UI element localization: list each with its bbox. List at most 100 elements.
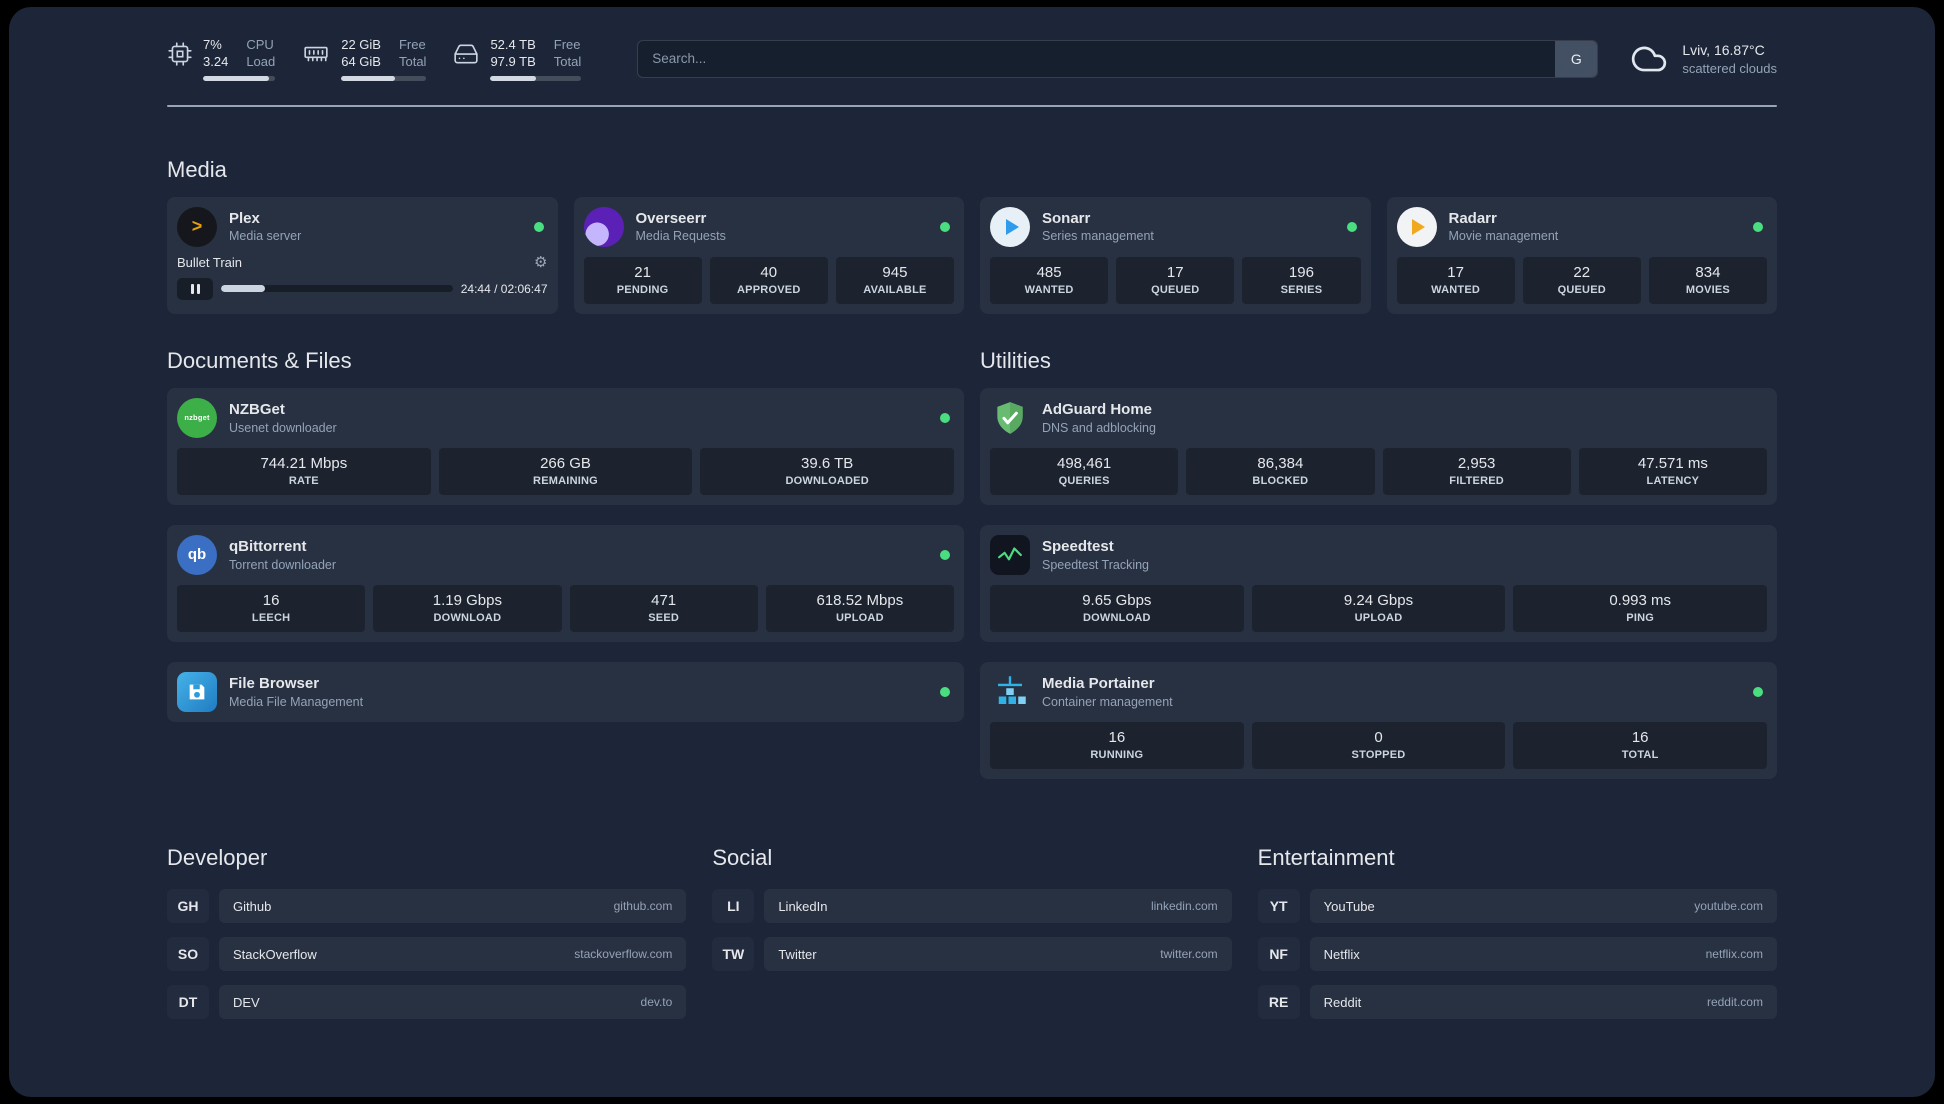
- service-description: Series management: [1042, 229, 1154, 244]
- bookmark-linkedin[interactable]: LI LinkedIn linkedin.com: [712, 889, 1232, 924]
- bookmark-abbr: TW: [712, 937, 754, 971]
- disk-free-label: Free: [553, 37, 581, 52]
- seek-bar[interactable]: [221, 285, 453, 293]
- cpu-usage-value: 7%: [203, 37, 222, 52]
- cloud-icon: [1632, 46, 1667, 72]
- stat-tile: 86,384 BLOCKED: [1186, 447, 1375, 495]
- service-card-plex[interactable]: > Plex Media server Bullet Train ⚙: [167, 196, 558, 314]
- stat-tile: 618.52 Mbps UPLOAD: [765, 584, 954, 633]
- bookmark-abbr: LI: [712, 889, 754, 923]
- stat-tile: 0 STOPPED: [1251, 722, 1506, 770]
- disk-free-value: 52.4 TB: [490, 37, 536, 52]
- status-dot: [940, 687, 950, 698]
- bookmark-name: YouTube: [1323, 898, 1375, 914]
- memory-total-label: Total: [398, 53, 427, 69]
- bookmark-domain: linkedin.com: [1150, 899, 1218, 914]
- service-name: Speedtest: [1042, 538, 1114, 556]
- disk-icon: [454, 44, 479, 64]
- stat-tile: 9.65 Gbps DOWNLOAD: [990, 584, 1244, 633]
- stat-tile: 16 LEECH: [177, 584, 366, 633]
- cpu-label: CPU: [246, 37, 274, 52]
- bookmark-netflix[interactable]: NF Netflix netflix.com: [1258, 937, 1777, 972]
- weather-condition: scattered clouds: [1682, 60, 1777, 76]
- stat-tile: 9.24 Gbps UPLOAD: [1251, 584, 1506, 633]
- plex-icon: >: [177, 206, 217, 247]
- memory-free-value: 22 GiB: [341, 37, 381, 52]
- gear-icon[interactable]: ⚙: [534, 253, 548, 271]
- bookmark-abbr: DT: [167, 985, 209, 1019]
- weather-widget: Lviv, 16.87°C scattered clouds: [1628, 40, 1777, 78]
- disk-progress-bar: [490, 75, 582, 81]
- nzbget-icon: nzbget: [177, 397, 217, 438]
- stat-tile: 945 AVAILABLE: [835, 256, 955, 304]
- stat-tile: 196 SERIES: [1242, 256, 1361, 304]
- status-dot: [533, 221, 544, 232]
- stat-tile: 471 SEED: [569, 584, 758, 633]
- service-card-speedtest[interactable]: Speedtest Speedtest Tracking 9.65 Gbps DO…: [980, 524, 1777, 643]
- service-description: DNS and adblocking: [1042, 420, 1156, 435]
- top-bar: 7% 3.24 CPU Load: [167, 37, 1777, 81]
- bookmark-domain: reddit.com: [1706, 995, 1763, 1010]
- search-input[interactable]: [637, 39, 1599, 78]
- stat-tile: 17 QUEUED: [1116, 256, 1235, 304]
- bookmark-dev[interactable]: DT DEV dev.to: [167, 985, 687, 1020]
- service-card-adguard[interactable]: AdGuard Home DNS and adblocking 498,461 Q…: [980, 387, 1777, 505]
- status-dot: [1346, 221, 1357, 232]
- service-card-nzbget[interactable]: nzbget NZBGet Usenet downloader 744.21 M…: [167, 387, 964, 505]
- service-name: Media Portainer: [1042, 675, 1155, 693]
- service-card-sonarr[interactable]: Sonarr Series management 485 WANTED 17 QUE…: [980, 196, 1371, 314]
- stat-tile: 1.19 Gbps DOWNLOAD: [373, 584, 562, 633]
- cpu-widget: 7% 3.24 CPU Load: [167, 37, 276, 81]
- adguard-icon: [990, 398, 1030, 438]
- service-card-qbittorrent[interactable]: qb qBittorrent Torrent downloader 16 LEEC…: [167, 524, 964, 643]
- pause-button[interactable]: [177, 277, 213, 300]
- bookmark-twitter[interactable]: TW Twitter twitter.com: [712, 937, 1232, 972]
- bookmark-youtube[interactable]: YT YouTube youtube.com: [1258, 889, 1777, 924]
- plex-now-playing: Bullet Train ⚙ 24:44 / 02:06:47: [177, 255, 548, 300]
- bookmark-domain: github.com: [613, 899, 673, 914]
- stat-tile: 834 MOVIES: [1648, 256, 1768, 304]
- bookmark-abbr: SO: [167, 937, 209, 971]
- playback-time: 24:44 / 02:06:47: [460, 281, 548, 296]
- service-card-filebrowser[interactable]: File Browser Media File Management: [167, 662, 964, 723]
- service-description: Media server: [229, 229, 302, 244]
- service-card-radarr[interactable]: Radarr Movie management 17 WANTED 22 QUEUE…: [1386, 196, 1777, 314]
- service-description: Usenet downloader: [229, 420, 337, 435]
- disk-widget: 52.4 TB 97.9 TB Free Total: [452, 37, 582, 81]
- bookmark-domain: twitter.com: [1160, 947, 1218, 962]
- stat-tile: 2,953 FILTERED: [1382, 447, 1571, 495]
- utilities-column: Utilities AdGuard Home DNS and adblockin…: [980, 348, 1777, 780]
- bookmark-github[interactable]: GH Github github.com: [167, 889, 687, 924]
- bookmark-stackoverflow[interactable]: SO StackOverflow stackoverflow.com: [167, 937, 687, 972]
- stat-tile: 744.21 Mbps RATE: [177, 447, 431, 495]
- service-card-overseerr[interactable]: Overseerr Media Requests 21 PENDING 40 APP…: [573, 196, 964, 314]
- filebrowser-icon: [177, 672, 217, 713]
- memory-widget: 22 GiB 64 GiB Free Total: [301, 37, 427, 81]
- stat-tile: 40 APPROVED: [709, 256, 828, 304]
- bookmark-name: Github: [233, 898, 272, 914]
- radarr-icon: [1396, 206, 1437, 247]
- disk-total-label: Total: [553, 53, 582, 69]
- stat-tile: 39.6 TB DOWNLOADED: [700, 447, 955, 495]
- weather-location: Lviv, 16.87°C: [1682, 41, 1765, 58]
- cpu-progress-bar: [203, 75, 276, 81]
- stat-tile: 22 QUEUED: [1522, 256, 1641, 304]
- service-card-portainer[interactable]: Media Portainer Container management 16 R…: [980, 662, 1777, 780]
- bookmark-reddit[interactable]: RE Reddit reddit.com: [1258, 985, 1777, 1020]
- service-name: AdGuard Home: [1042, 401, 1153, 418]
- section-title-entertainment: Entertainment: [1257, 845, 1395, 871]
- search-provider-button[interactable]: G: [1555, 40, 1598, 77]
- bookmark-domain: youtube.com: [1694, 899, 1763, 914]
- bookmarks-developer: Developer GH Github github.com SO StackOv…: [167, 845, 687, 1033]
- status-dot: [1753, 687, 1763, 698]
- qbittorrent-icon: qb: [177, 534, 217, 575]
- dashboard-panel: 7% 3.24 CPU Load: [9, 7, 1935, 1097]
- bookmark-name: Twitter: [778, 946, 817, 962]
- memory-progress-bar: [341, 75, 427, 81]
- bookmarks-entertainment: Entertainment YT YouTube youtube.com NF N…: [1258, 845, 1777, 1033]
- bookmark-abbr: GH: [167, 889, 209, 923]
- service-description: Media Requests: [635, 229, 726, 244]
- cpu-load-value: 3.24: [203, 53, 229, 69]
- bookmark-abbr: RE: [1258, 985, 1300, 1019]
- service-name: Overseerr: [635, 209, 707, 227]
